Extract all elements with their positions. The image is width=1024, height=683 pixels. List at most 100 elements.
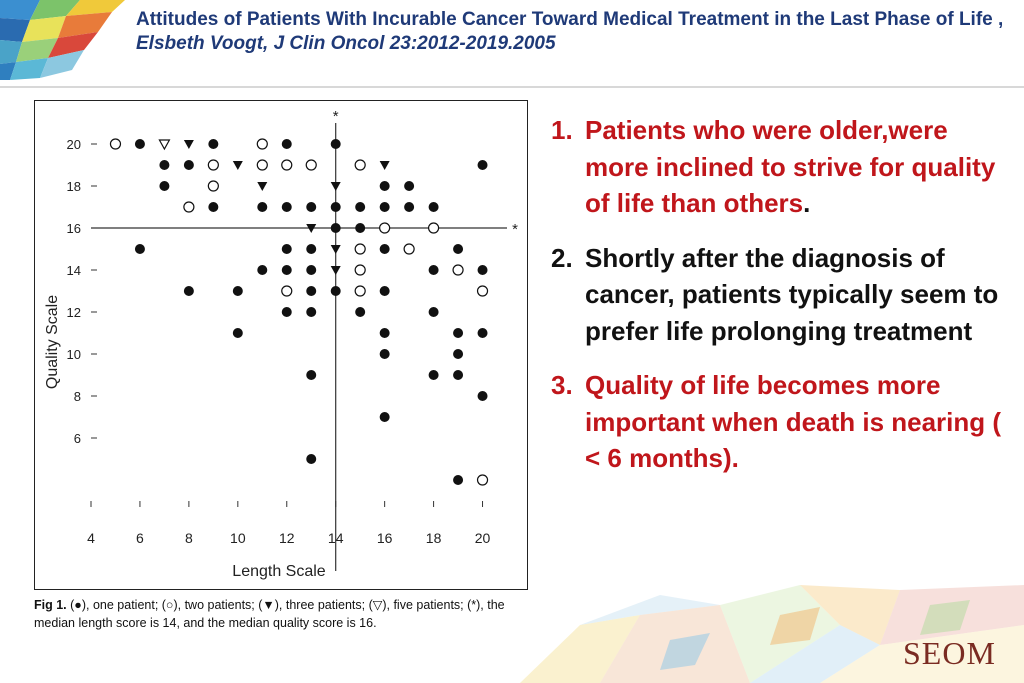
point-one-patient	[379, 202, 390, 212]
point-one-patient	[428, 370, 439, 380]
point-three-patients	[257, 182, 268, 191]
key-point-3-text: Quality of life becomes more important w…	[585, 370, 1002, 473]
point-three-patients	[379, 161, 390, 170]
y-tick-label: 8	[74, 389, 81, 404]
title-citation: Elsbeth Voogt, J Clin Oncol 23:2012-2019…	[136, 33, 556, 54]
point-one-patient	[453, 475, 464, 485]
point-one-patient	[355, 223, 366, 233]
point-three-patients	[306, 224, 317, 233]
point-one-patient	[134, 244, 145, 254]
point-two-patients	[354, 285, 366, 297]
point-one-patient	[428, 202, 439, 212]
point-one-patient	[306, 370, 317, 380]
point-one-patient	[306, 454, 317, 464]
point-one-patient	[330, 223, 341, 233]
point-one-patient	[257, 265, 268, 275]
point-two-patients	[207, 180, 219, 192]
point-two-patients	[305, 159, 317, 171]
point-two-patients	[427, 222, 440, 234]
point-two-patients	[354, 243, 366, 255]
caption-figure-label: Fig 1.	[34, 598, 67, 612]
point-one-patient	[281, 265, 292, 275]
y-tick-label: 10	[67, 347, 81, 362]
point-three-patients	[330, 266, 341, 275]
point-one-patient	[453, 244, 464, 254]
key-point-1-period: .	[803, 188, 811, 218]
header-divider	[0, 86, 1024, 88]
point-one-patient	[477, 391, 488, 401]
point-one-patient	[379, 181, 390, 191]
y-tick-label: 12	[67, 305, 81, 320]
point-two-patients	[256, 138, 268, 150]
key-point-2-number: 2.	[551, 242, 573, 273]
point-three-patients	[330, 182, 341, 191]
point-one-patient	[404, 181, 415, 191]
key-point-1-number: 1.	[551, 115, 573, 145]
y-tick-label: 16	[67, 221, 81, 236]
point-three-patients	[183, 140, 194, 149]
point-one-patient	[134, 139, 145, 149]
point-one-patient	[477, 328, 488, 338]
point-one-patient	[379, 349, 390, 359]
point-two-patients	[207, 159, 219, 171]
x-tick-label: 10	[230, 530, 246, 546]
point-one-patient	[257, 202, 268, 212]
point-one-patient	[477, 265, 488, 275]
point-two-patients	[354, 264, 366, 276]
point-one-patient	[159, 160, 170, 170]
y-axis-label: Quality Scale	[44, 295, 61, 389]
key-point-1: 1. Patients who were older,were more incl…	[551, 112, 1006, 222]
point-two-patients	[256, 159, 268, 171]
point-one-patient	[330, 139, 341, 149]
point-one-patient	[379, 328, 390, 338]
point-one-patient	[379, 286, 390, 296]
point-one-patient	[159, 181, 170, 191]
x-tick-label: 16	[377, 530, 393, 546]
x-tick-label: 4	[87, 530, 95, 546]
point-two-patients	[281, 159, 293, 171]
median-quality-marker: *	[512, 221, 518, 238]
scatter-figure: 6 8 10 12 14 16 18 20 4 6 8 10 12 14 16 18 20 Length Scal…	[34, 100, 528, 590]
caption-text: (●), one patient; (○), two patients; (▼)…	[34, 598, 505, 630]
point-one-patient	[330, 286, 341, 296]
point-two-patients	[183, 201, 195, 213]
key-point-1-text: Patients who were older,were more inclin…	[585, 115, 996, 218]
key-point-3: 3. Quality of life becomes more importan…	[551, 367, 1006, 477]
point-two-patients	[281, 285, 293, 297]
point-one-patient	[232, 328, 243, 338]
point-two-patients	[354, 159, 366, 171]
point-one-patient	[306, 286, 317, 296]
point-one-patient	[330, 202, 341, 212]
point-one-patient	[428, 307, 439, 317]
point-two-patients	[452, 264, 464, 276]
point-one-patient	[404, 202, 415, 212]
x-tick-label: 12	[279, 530, 295, 546]
point-one-patient	[428, 265, 439, 275]
point-one-patient	[453, 349, 464, 359]
key-point-3-number: 3.	[551, 370, 573, 400]
point-three-patients	[232, 161, 243, 170]
point-two-patients	[109, 138, 122, 150]
x-tick-label: 20	[475, 530, 491, 546]
seom-logo: SEOM	[903, 635, 996, 671]
y-tick-label: 6	[74, 431, 81, 446]
point-one-patient	[453, 370, 464, 380]
point-one-patient	[355, 307, 366, 317]
key-point-2: 2. Shortly after the diagnosis of cancer,…	[551, 240, 1006, 350]
x-tick-label: 18	[426, 530, 442, 546]
point-one-patient	[208, 139, 219, 149]
x-tick-label: 8	[185, 530, 193, 546]
point-one-patient	[281, 307, 292, 317]
median-length-marker: *	[333, 108, 339, 125]
point-one-patient	[355, 202, 366, 212]
point-one-patient	[281, 202, 292, 212]
point-one-patient	[379, 412, 390, 422]
title-text: Attitudes of Patients With Incurable Can…	[136, 9, 1004, 30]
point-two-patients	[476, 285, 489, 297]
point-one-patient	[208, 202, 219, 212]
point-two-patients	[379, 222, 391, 234]
figure-caption: Fig 1. (●), one patient; (○), two patien…	[34, 596, 534, 632]
point-two-patients	[403, 243, 415, 255]
point-one-patient	[306, 265, 317, 275]
